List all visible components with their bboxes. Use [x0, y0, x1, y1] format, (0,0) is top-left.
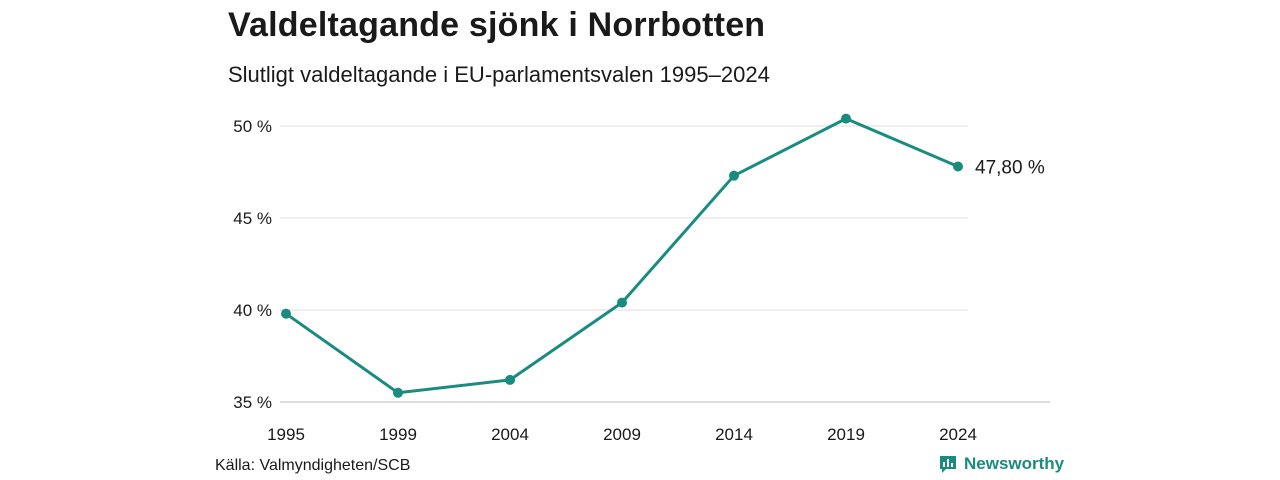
data-point [953, 161, 963, 172]
data-point [393, 387, 403, 398]
data-point [281, 308, 291, 319]
x-tick-label: 1999 [379, 425, 417, 444]
y-tick-label: 35 % [233, 393, 272, 412]
y-tick-label: 45 % [233, 209, 272, 228]
brand-logo: Newsworthy [938, 454, 1064, 474]
x-tick-label: 1995 [267, 425, 305, 444]
x-tick-label: 2004 [491, 425, 529, 444]
x-tick-label: 2009 [603, 425, 641, 444]
data-point [617, 297, 627, 308]
source-note: Källa: Valmyndigheten/SCB [215, 457, 411, 474]
chart-title: Valdeltagande sjönk i Norrbotten [228, 6, 766, 44]
chart-subtitle: Slutligt valdeltagande i EU-parlamentsva… [228, 62, 770, 87]
brand-name: Newsworthy [964, 454, 1065, 473]
newsworthy-logo-icon [940, 456, 956, 473]
data-point [729, 170, 739, 181]
x-tick-label: 2024 [939, 425, 977, 444]
data-point [841, 113, 851, 124]
data-point [505, 374, 515, 385]
x-tick-label: 2019 [827, 425, 865, 444]
end-value-label: 47,80 % [975, 157, 1045, 178]
series-line [285, 117, 959, 395]
x-tick-label: 2014 [715, 425, 753, 444]
y-tick-label: 40 % [233, 301, 272, 320]
y-tick-label: 50 % [233, 117, 272, 136]
